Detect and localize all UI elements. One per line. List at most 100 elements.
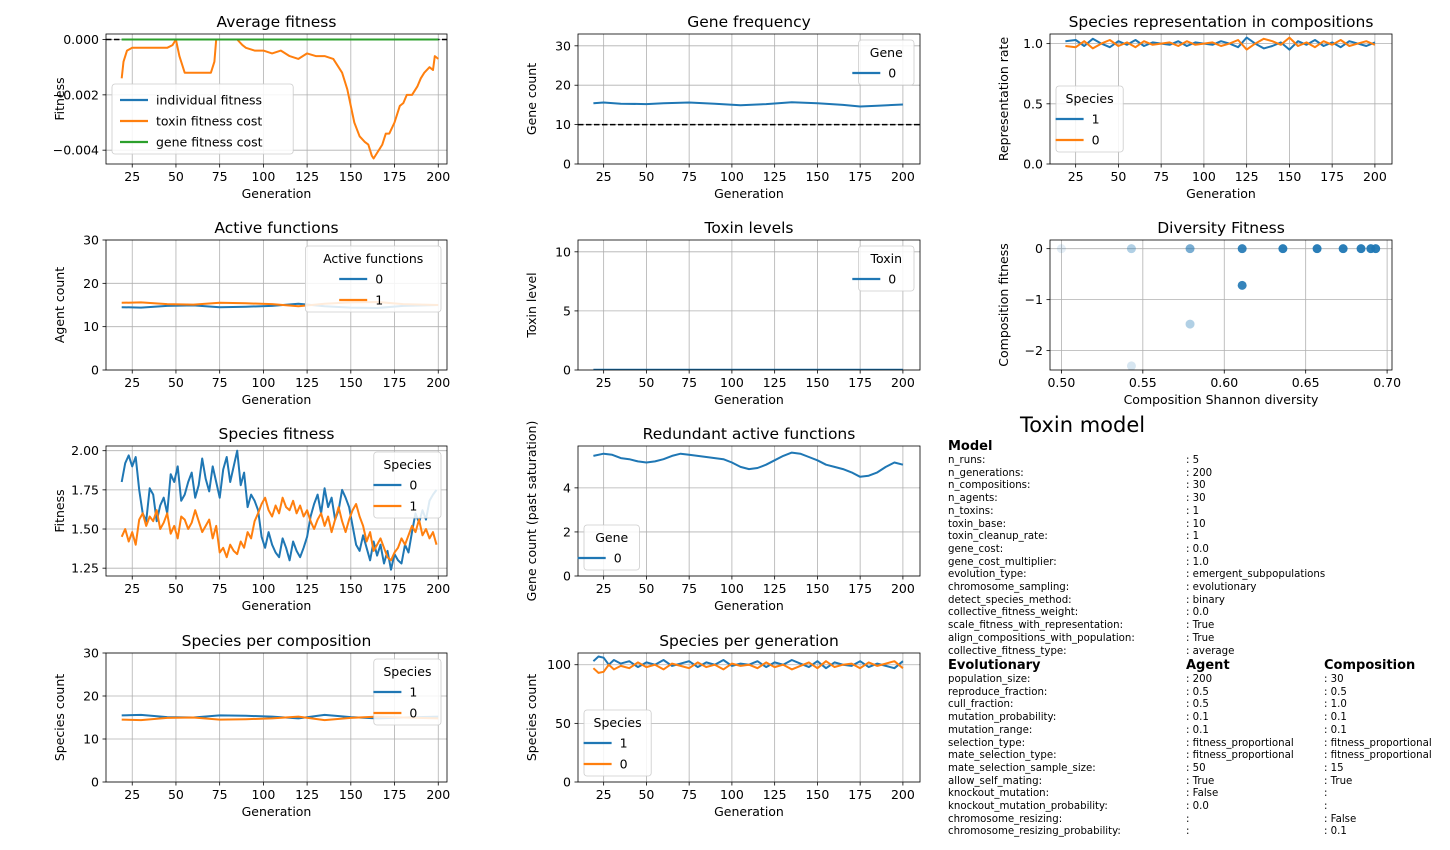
y-tick-label: 10 (83, 319, 99, 334)
legend: individual fitness toxin fitness cost gene… (111, 83, 294, 155)
x-tick-label: 50 (168, 787, 184, 802)
x-tick-label: 50 (638, 787, 654, 802)
y-tick-label: 0 (563, 157, 571, 172)
data-point (1237, 280, 1247, 290)
data-point (1356, 244, 1366, 254)
chart-species-fitness: 25 50 75 100 125 150 175 200 1.25 1.50 1.75 2.00 Spe… (52, 425, 450, 613)
agent-param-value: : 0.5 (1186, 686, 1209, 698)
y-tick-label: 0.5 (1023, 96, 1043, 111)
x-tick-label: 175 (848, 787, 872, 802)
param-key: mate_selection_type: (948, 750, 1057, 762)
axes-frame (577, 239, 921, 371)
y-tick-label: 0 (563, 569, 571, 584)
x-tick-label: 100 (251, 787, 275, 802)
y-tick-label: 2.00 (71, 443, 99, 458)
x-tick-label: 175 (848, 581, 872, 596)
x-tick-label: 100 (720, 375, 744, 390)
x-axis-label: Composition Shannon diversity (1124, 392, 1319, 407)
param-key: n_agents: (948, 493, 998, 505)
axes-frame (577, 652, 921, 783)
param-key: allow_self_mating: (948, 775, 1042, 787)
composition-param-value: : (1324, 801, 1328, 812)
series-line (1065, 36, 1376, 51)
x-tick-label: 25 (596, 375, 612, 390)
chart-title: Active functions (214, 219, 338, 237)
param-value: : 30 (1186, 480, 1206, 492)
x-tick-label: 25 (596, 581, 612, 596)
agent-param-value: : True (1186, 775, 1215, 787)
legend-label: 1 (620, 736, 628, 751)
composition-param-value: : 1.0 (1324, 699, 1347, 711)
param-key: gene_cost: (948, 543, 1004, 555)
legend: Species 1 0 (583, 709, 652, 777)
axes-frame (105, 33, 448, 165)
legend-label: gene fitness cost (156, 135, 263, 150)
y-axis-label: Fitness (52, 489, 67, 532)
x-tick-label: 100 (720, 169, 744, 184)
param-value: : 0.0 (1186, 607, 1209, 619)
param-key: n_generations: (948, 467, 1024, 479)
y-axis-label: Agent count (52, 267, 67, 343)
x-tick-label: 125 (295, 375, 319, 390)
agent-param-value: : 200 (1186, 674, 1213, 685)
model-section-header: Model (948, 439, 993, 454)
param-key: collective_fitness_type: (948, 645, 1067, 657)
y-tick-label: 0.0 (1023, 157, 1043, 172)
y-axis-label: Species count (524, 674, 539, 761)
legend-label: 1 (409, 499, 417, 514)
x-tick-label: 125 (295, 787, 319, 802)
x-tick-label: 125 (295, 169, 319, 184)
chart-diversity-fitness: 0.50 0.55 0.60 0.65 0.70 0 −1 −2 Diversity Fitne… (996, 219, 1401, 407)
legend: Gene 0 (852, 39, 915, 86)
param-key: gene_cost_multiplier: (948, 556, 1057, 568)
y-tick-label: 5 (563, 303, 571, 318)
axes-frame (1049, 239, 1393, 371)
x-tick-label: 50 (638, 169, 654, 184)
data-point (1056, 244, 1066, 254)
param-key: chromosome_resizing_probability: (948, 826, 1121, 838)
x-tick-label: 200 (426, 787, 450, 802)
x-tick-label: 175 (848, 375, 872, 390)
legend-label: 1 (1092, 112, 1100, 127)
y-tick-label: −0.002 (53, 87, 99, 102)
y-tick-label: −0.004 (53, 143, 99, 158)
legend: Species 0 1 (373, 451, 442, 519)
agent-param-value: : fitness_proportional (1186, 737, 1294, 749)
param-key: reproduce_fraction: (948, 686, 1048, 698)
legend-label: 0 (614, 551, 622, 566)
evolutionary-section-header: Evolutionary (948, 658, 1041, 673)
x-tick-label: 200 (891, 375, 915, 390)
x-tick-label: 25 (124, 581, 140, 596)
x-tick-label: 25 (124, 169, 140, 184)
param-value: : 5 (1186, 455, 1200, 466)
y-axis-label: Toxin level (524, 272, 539, 338)
x-tick-label: 150 (339, 787, 363, 802)
agent-param-value: : fitness_proportional (1186, 750, 1294, 762)
param-key: toxin_cleanup_rate: (948, 531, 1048, 543)
x-axis-label: Generation (714, 186, 784, 201)
y-tick-label: 50 (555, 716, 571, 731)
x-tick-label: 125 (763, 787, 787, 802)
y-tick-label: 0.000 (63, 32, 99, 47)
composition-param-value: : 0.1 (1324, 712, 1347, 724)
x-tick-label: 175 (848, 169, 872, 184)
axes-frame (577, 445, 921, 577)
y-tick-label: 0 (91, 775, 99, 790)
composition-param-value: : fitness_proportional (1324, 737, 1432, 749)
legend-label: 0 (888, 66, 896, 81)
param-key: n_runs: (948, 455, 986, 466)
x-tick-label: 25 (124, 787, 140, 802)
x-tick-label: 50 (168, 375, 184, 390)
y-axis-label: Fitness (52, 77, 67, 120)
x-tick-label: 150 (805, 787, 829, 802)
x-tick-label: 75 (1153, 169, 1169, 184)
axes-frame (577, 33, 921, 165)
series-line (120, 449, 438, 571)
plot-area (120, 449, 438, 571)
chart-title: Diversity Fitness (1157, 219, 1285, 237)
x-tick-label: 200 (891, 787, 915, 802)
x-tick-label: 75 (681, 169, 697, 184)
y-tick-label: 10 (555, 244, 571, 259)
param-key: chromosome_sampling: (948, 582, 1070, 593)
